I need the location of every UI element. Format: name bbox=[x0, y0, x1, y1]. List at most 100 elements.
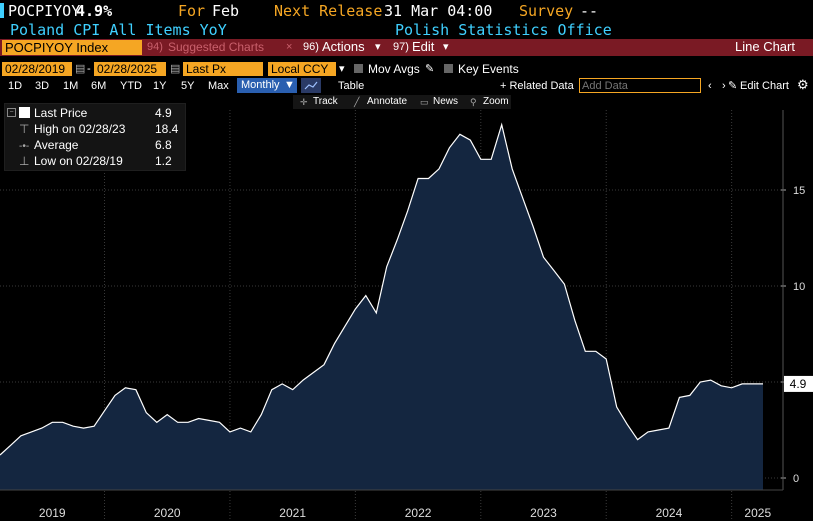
pencil-icon[interactable]: ✎ bbox=[425, 63, 435, 75]
legend-low: ⊥ Low on 02/28/19 1.2 bbox=[19, 153, 172, 169]
edit-number: 97) bbox=[393, 41, 409, 53]
ticker-label: POCPIYOY bbox=[8, 2, 81, 20]
range-6m[interactable]: 6M bbox=[91, 80, 107, 92]
calendar-icon[interactable]: ▤ bbox=[170, 63, 181, 75]
legend-avg-value: 6.8 bbox=[155, 138, 172, 152]
legend-last-value: 4.9 bbox=[155, 106, 172, 120]
edit-menu[interactable]: Edit bbox=[412, 39, 435, 54]
forward-icon[interactable]: › bbox=[722, 80, 726, 92]
tools-strip bbox=[293, 95, 511, 109]
suggested-charts-button[interactable]: Suggested Charts bbox=[168, 40, 265, 54]
calendar-icon[interactable]: ▤ bbox=[75, 63, 86, 75]
range-toolbar: 1D 3D 1M 6M YTD 1Y 5Y Max Monthly ▼ Tabl… bbox=[0, 78, 813, 94]
legend-high: ⊤ High on 02/28/23 18.4 bbox=[19, 121, 178, 137]
for-value: Feb bbox=[212, 2, 240, 20]
legend-average: -•- Average 6.8 bbox=[19, 137, 172, 153]
annotate-icon[interactable]: ╱ bbox=[354, 97, 360, 107]
legend-low-value: 1.2 bbox=[155, 154, 172, 168]
range-ytd[interactable]: YTD bbox=[120, 80, 142, 92]
chart-type-label[interactable]: Line Chart bbox=[735, 39, 795, 54]
actions-number: 96) bbox=[303, 41, 319, 53]
price-line bbox=[0, 122, 763, 456]
legend-avg-label: Average bbox=[34, 138, 79, 152]
range-max[interactable]: Max bbox=[208, 80, 229, 92]
last-price-swatch-icon bbox=[19, 107, 30, 118]
range-1m[interactable]: 1M bbox=[63, 80, 79, 92]
news-button[interactable]: News bbox=[433, 96, 459, 107]
date-separator: - bbox=[87, 63, 91, 75]
survey-label: Survey bbox=[519, 2, 574, 20]
chart-legend: − Last Price 4.9 ⊤ High on 02/28/23 18.4 … bbox=[4, 103, 186, 171]
x-tick-label: 2019 bbox=[39, 506, 66, 520]
back-icon[interactable]: ‹ bbox=[708, 80, 712, 92]
header-marker bbox=[0, 3, 4, 18]
x-tick-label: 2023 bbox=[530, 506, 557, 520]
last-value-label: 4.9 bbox=[790, 377, 807, 391]
start-date-input[interactable]: 02/28/2019 bbox=[2, 62, 72, 76]
x-tick-label: 2021 bbox=[279, 506, 306, 520]
y-tick-label: 15 bbox=[793, 185, 805, 197]
x-tick-label: 2020 bbox=[154, 506, 181, 520]
ticker-value: 4.9% bbox=[76, 2, 113, 20]
annotate-button[interactable]: Annotate bbox=[367, 96, 408, 107]
tools-toolbar: ✛ Track ╱ Annotate ▭ News ⚲ Zoom bbox=[0, 95, 813, 109]
mov-avgs-label[interactable]: Mov Avgs bbox=[368, 62, 420, 76]
survey-value: -- bbox=[580, 2, 599, 20]
header-bar: POCPIYOY 4.9% For Feb Next Release 31 Ma… bbox=[0, 0, 813, 21]
y-axis: 0510154.9 bbox=[781, 110, 813, 490]
edit-chevron-down-icon[interactable]: ▾ bbox=[443, 41, 449, 53]
next-release-label: Next Release bbox=[274, 2, 383, 20]
suggested-charts-number: 94) bbox=[147, 41, 163, 53]
key-events-label[interactable]: Key Events bbox=[458, 62, 519, 76]
end-date-input[interactable]: 02/28/2025 bbox=[94, 62, 166, 76]
y-tick-label: 10 bbox=[793, 281, 805, 293]
range-3d[interactable]: 3D bbox=[35, 80, 50, 92]
legend-high-value: 18.4 bbox=[155, 122, 179, 136]
key-events-checkbox[interactable] bbox=[444, 64, 453, 73]
subtitle-bar: Poland CPI All Items YoY Polish Statisti… bbox=[0, 21, 813, 39]
last-value-marker: 4.9 bbox=[784, 375, 813, 392]
line-chart-icon[interactable] bbox=[301, 78, 321, 93]
low-marker-icon: ⊥ bbox=[19, 154, 30, 168]
related-data-button[interactable]: + Related Data bbox=[500, 80, 574, 92]
track-icon[interactable]: ✛ bbox=[300, 97, 308, 107]
range-1d[interactable]: 1D bbox=[8, 80, 23, 92]
track-button[interactable]: Track bbox=[313, 96, 338, 107]
currency-chevron-down-icon[interactable]: ▾ bbox=[339, 63, 345, 75]
x-tick-label: 2024 bbox=[656, 506, 683, 520]
news-icon[interactable]: ▭ bbox=[420, 97, 429, 107]
x-tick-label: 2025 bbox=[744, 506, 771, 520]
pencil-icon[interactable]: ✎ bbox=[728, 80, 738, 92]
add-data-input[interactable] bbox=[579, 78, 701, 93]
suggested-charts-close-icon[interactable]: × bbox=[286, 41, 293, 53]
zoom-button[interactable]: Zoom bbox=[483, 96, 509, 107]
frequency-select[interactable]: Monthly ▼ bbox=[237, 78, 297, 93]
price-area bbox=[0, 124, 763, 490]
security-field[interactable]: POCPIYOY Index bbox=[2, 40, 142, 55]
legend-last-price: Last Price 4.9 bbox=[19, 105, 172, 121]
average-marker-icon: -•- bbox=[19, 141, 30, 152]
legend-high-label: High on 02/28/23 bbox=[34, 122, 126, 136]
currency-select[interactable]: Local CCY bbox=[268, 62, 336, 76]
actions-chevron-down-icon[interactable]: ▾ bbox=[375, 41, 381, 53]
next-release-value: 31 Mar 04:00 bbox=[384, 2, 493, 20]
field-select[interactable]: Last Px bbox=[183, 62, 263, 76]
main-toolbar: POCPIYOY Index 94) Suggested Charts × 96… bbox=[0, 39, 813, 56]
table-button[interactable]: Table bbox=[338, 80, 365, 92]
y-tick-label: 0 bbox=[793, 473, 799, 485]
range-5y[interactable]: 5Y bbox=[181, 80, 195, 92]
high-marker-icon: ⊤ bbox=[19, 122, 30, 136]
actions-menu[interactable]: Actions bbox=[322, 39, 365, 54]
security-description: Poland CPI All Items YoY bbox=[10, 21, 227, 39]
edit-chart-button[interactable]: Edit Chart bbox=[740, 80, 789, 92]
frequency-chevron-down-icon: ▼ bbox=[284, 79, 295, 91]
x-tick-label: 2022 bbox=[405, 506, 432, 520]
for-label: For bbox=[178, 2, 206, 20]
mov-avgs-checkbox[interactable] bbox=[354, 64, 363, 73]
legend-low-label: Low on 02/28/19 bbox=[34, 154, 123, 168]
zoom-icon[interactable]: ⚲ bbox=[470, 97, 477, 107]
gear-icon[interactable]: ⚙ bbox=[797, 77, 809, 92]
range-1y[interactable]: 1Y bbox=[153, 80, 167, 92]
collapse-icon[interactable]: − bbox=[7, 108, 16, 117]
